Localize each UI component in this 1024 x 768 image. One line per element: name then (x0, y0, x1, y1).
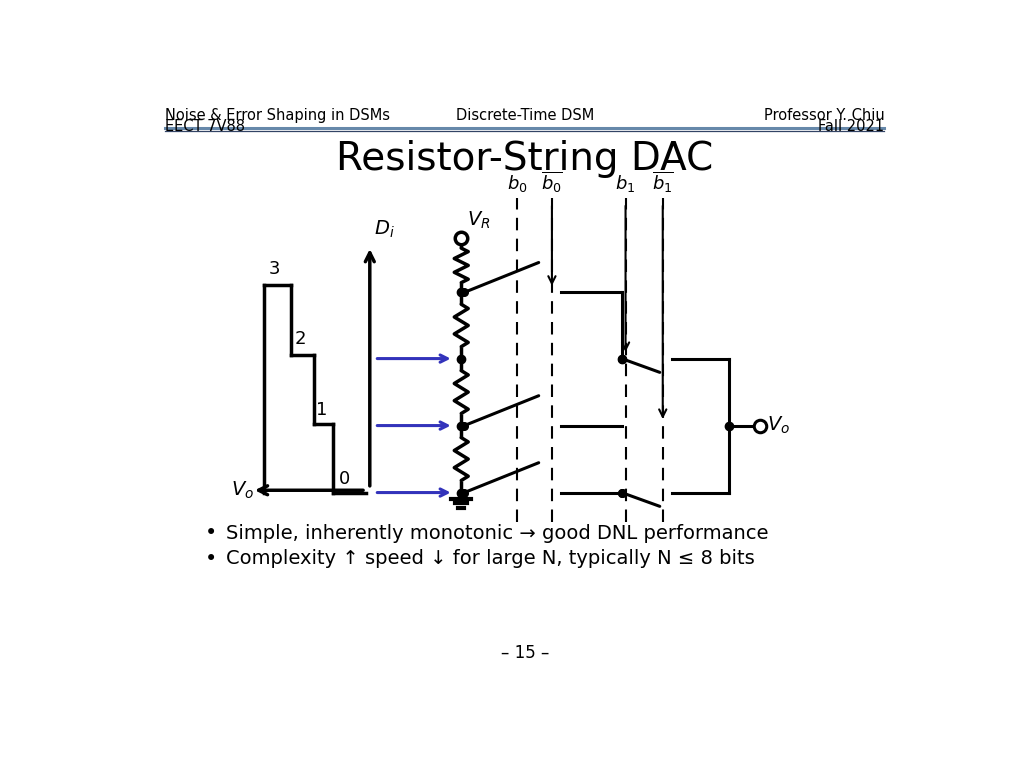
Text: 1: 1 (316, 401, 328, 419)
Text: EECT 7V88: EECT 7V88 (165, 119, 245, 134)
Text: $\overline{b_0}$: $\overline{b_0}$ (541, 169, 563, 194)
Text: – 15 –: – 15 – (501, 644, 549, 662)
Text: Resistor-String DAC: Resistor-String DAC (336, 140, 714, 178)
Text: •: • (205, 523, 217, 544)
Text: Professor Y. Chiu: Professor Y. Chiu (764, 108, 885, 123)
Text: Noise & Error Shaping in DSMs: Noise & Error Shaping in DSMs (165, 108, 390, 123)
Text: Fall 2021: Fall 2021 (818, 119, 885, 134)
Text: $\overline{b_1}$: $\overline{b_1}$ (652, 169, 674, 194)
Text: 0: 0 (339, 470, 350, 488)
Text: Simple, inherently monotonic → good DNL performance: Simple, inherently monotonic → good DNL … (226, 524, 769, 543)
Text: $V_o$: $V_o$ (767, 415, 791, 436)
Text: $b_0$: $b_0$ (507, 173, 527, 194)
Text: $V_R$: $V_R$ (467, 210, 490, 230)
Text: $D_i$: $D_i$ (374, 219, 394, 240)
Text: 2: 2 (295, 330, 306, 349)
Text: Discrete-Time DSM: Discrete-Time DSM (456, 108, 594, 123)
Text: $V_o$: $V_o$ (231, 479, 254, 501)
Text: •: • (205, 549, 217, 569)
Text: 3: 3 (268, 260, 281, 278)
Text: $b_1$: $b_1$ (615, 173, 636, 194)
Text: Complexity ↑ speed ↓ for large N, typically N ≤ 8 bits: Complexity ↑ speed ↓ for large N, typica… (226, 549, 755, 568)
